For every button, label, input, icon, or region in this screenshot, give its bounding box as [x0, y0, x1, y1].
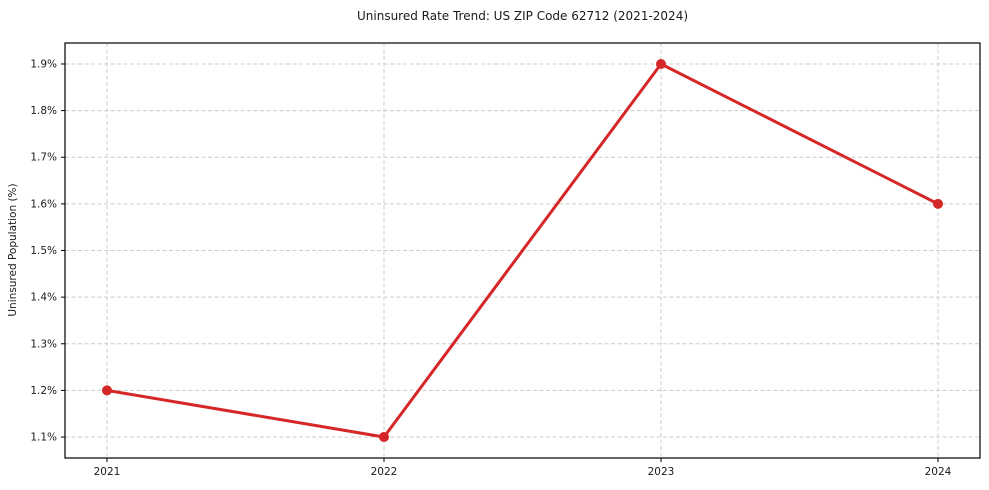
y-axis-tick-label: 1.3% [30, 338, 57, 350]
y-axis-tick-label: 1.2% [30, 385, 57, 397]
y-axis-tick-label: 1.9% [30, 58, 57, 70]
x-axis-tick-label: 2022 [371, 466, 398, 478]
plot-border [64, 42, 981, 459]
data-point-marker [379, 432, 389, 443]
x-axis-tick-label: 2023 [648, 466, 675, 478]
data-point-marker [656, 58, 666, 69]
chart-title: Uninsured Rate Trend: US ZIP Code 62712 … [356, 9, 689, 23]
y-axis-tick-label: 1.6% [30, 198, 57, 210]
y-axis-tick-label: 1.1% [30, 432, 57, 444]
y-axis-tick-label: 1.8% [30, 105, 57, 117]
y-axis-tick-label: 1.4% [30, 292, 57, 304]
data-point-marker [933, 198, 943, 209]
trend-line [105, 62, 940, 439]
x-axis-tick-label: 2024 [925, 466, 952, 478]
y-axis-tick-label: 1.5% [30, 245, 57, 257]
y-axis-label: Uninsured Population (%) [7, 183, 19, 317]
y-axis-tick-label: 1.7% [30, 152, 57, 164]
x-axis-tick-label: 2021 [94, 466, 121, 478]
data-point-marker [102, 385, 112, 396]
